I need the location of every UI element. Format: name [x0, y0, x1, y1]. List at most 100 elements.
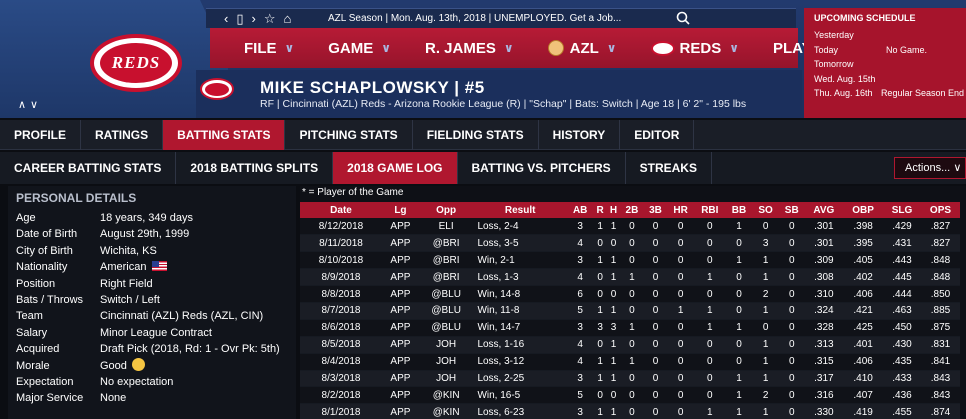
- table-cell: 0: [693, 285, 726, 303]
- column-header[interactable]: Lg: [382, 202, 419, 218]
- table-cell: 0: [693, 386, 726, 405]
- table-row[interactable]: 8/12/2018 APP ELI Loss, 2-4 3 1 1 0 0 0 0 1 0 0.301.3…: [300, 218, 960, 236]
- table-cell: 8/2/2018: [300, 386, 382, 405]
- table-cell: @BLU: [418, 285, 474, 303]
- column-header[interactable]: SO: [752, 202, 779, 218]
- search-icon[interactable]: [676, 11, 690, 25]
- tab-pitching-stats[interactable]: PITCHING STATS: [285, 119, 413, 150]
- team-link[interactable]: Cincinnati (AZL) Reds (AZL, CIN): [100, 310, 264, 323]
- column-header[interactable]: HR: [667, 202, 694, 218]
- table-cell: APP: [382, 353, 419, 371]
- table-row[interactable]: 8/2/2018 APP @KIN Win, 16-5 5 0 0 0 0 0 0 1 2 0.316.4…: [300, 386, 960, 405]
- table-cell: 0: [593, 336, 607, 354]
- chevron-down-icon: ∨: [381, 41, 391, 55]
- table-cell: 0: [778, 285, 805, 303]
- table-cell: 0: [778, 319, 805, 337]
- table-cell: JOH: [418, 370, 474, 388]
- column-header[interactable]: Opp: [418, 202, 474, 218]
- tab-batting-stats[interactable]: BATTING STATS: [163, 119, 286, 150]
- column-header[interactable]: H: [606, 202, 621, 218]
- table-cell: 8/11/2018: [300, 234, 382, 253]
- tab-ratings[interactable]: RATINGS: [81, 119, 164, 150]
- table-row[interactable]: 8/3/2018 APP JOH Loss, 2-25 3 1 1 0 0 0 0 1 1 0.317.4…: [300, 370, 960, 388]
- column-header[interactable]: RBI: [693, 202, 726, 218]
- back-icon[interactable]: ‹: [224, 11, 237, 26]
- game-log-panel: * = Player of the Game Date Lg Opp Result AB…: [300, 186, 966, 419]
- subtab-game-log[interactable]: 2018 GAME LOG: [333, 152, 458, 184]
- table-row[interactable]: 8/7/2018 APP @BLU Win, 11-8 5 1 1 0 0 1 1 0 1 0.324.4…: [300, 302, 960, 320]
- table-cell: 0: [693, 218, 726, 236]
- search-box[interactable]: [668, 11, 788, 27]
- table-cell: JOH: [418, 353, 474, 371]
- collapse-arrows-icon[interactable]: ∧∨: [18, 99, 43, 111]
- chevron-down-icon: ∨: [284, 41, 295, 55]
- schedule-row[interactable]: Wed. Aug. 15th: [814, 73, 876, 84]
- schedule-row[interactable]: Thu. Aug. 16th Regular Season End: [814, 88, 964, 98]
- reds-logo-text: REDS: [111, 53, 161, 72]
- reds-logo[interactable]: REDS: [90, 34, 182, 92]
- table-row[interactable]: 8/9/2018 APP @BRI Loss, 1-3 4 0 1 1 0 0 1 0 1 0.308.4…: [300, 268, 960, 287]
- subtab-career-batting[interactable]: CAREER BATTING STATS: [0, 152, 177, 184]
- table-cell: 0: [593, 386, 607, 405]
- table-row[interactable]: 8/5/2018 APP JOH Loss, 1-16 4 0 1 0 0 0 0 0 1 0.313.4…: [300, 336, 960, 354]
- table-row[interactable]: 8/8/2018 APP @BLU Win, 14-8 6 0 0 0 0 0 0 0 2 0.310.4…: [300, 285, 960, 303]
- table-cell: 0: [778, 234, 805, 253]
- table-cell: Loss, 1-3: [473, 268, 567, 287]
- table-cell: @KIN: [418, 386, 474, 405]
- subtab-streaks[interactable]: STREAKS: [626, 152, 712, 184]
- table-cell: 8/1/2018: [300, 403, 382, 419]
- table-row[interactable]: 8/10/2018 APP @BRI Win, 2-1 3 1 1 0 0 0 0 1 1 0.309.4…: [300, 251, 960, 270]
- schedule-row[interactable]: Yesterday: [814, 30, 854, 40]
- nav-team[interactable]: REDS ∨: [617, 40, 739, 57]
- column-header[interactable]: OPS: [920, 202, 960, 218]
- column-header[interactable]: AB: [566, 202, 594, 218]
- column-header[interactable]: OBP: [843, 202, 884, 218]
- nav-file[interactable]: FILE ∨: [244, 39, 295, 57]
- table-cell: 0: [778, 268, 805, 287]
- table-cell: 0: [643, 302, 668, 320]
- table-row[interactable]: 8/6/2018 APP @BLU Win, 14-7 3 3 3 1 0 0 1 1 0 0.328.4…: [300, 319, 960, 337]
- nav-league[interactable]: AZL ∨: [514, 40, 617, 57]
- actions-dropdown[interactable]: Actions... ∨: [894, 157, 966, 179]
- game-log-table: Date Lg Opp Result AB R H 2B 3B HR RBI BB SO SB AVG OBP…: [300, 202, 960, 419]
- column-header[interactable]: Date: [300, 202, 382, 218]
- home-icon[interactable]: ⌂: [283, 11, 300, 26]
- detail-row: Salary Minor League Contract: [16, 326, 212, 339]
- nav-manager[interactable]: R. JAMES ∨: [425, 39, 514, 57]
- table-cell: 0: [620, 302, 644, 320]
- forward-icon[interactable]: ›: [251, 11, 264, 26]
- nav-game[interactable]: GAME ∨: [328, 39, 391, 57]
- subtab-batting-vs-pitchers[interactable]: BATTING VS. PITCHERS: [458, 152, 626, 184]
- tab-profile[interactable]: PROFILE: [0, 119, 82, 150]
- table-cell: @BLU: [418, 302, 474, 320]
- column-header[interactable]: SB: [778, 202, 805, 218]
- table-cell: 0: [643, 370, 668, 388]
- table-cell: 0: [606, 234, 621, 253]
- table-cell: .443: [883, 251, 921, 270]
- table-row[interactable]: 8/11/2018 APP @BRI Loss, 3-5 4 0 0 0 0 0 0 0 3 0.301.…: [300, 234, 960, 253]
- column-header[interactable]: AVG: [804, 202, 844, 218]
- tab-history[interactable]: HISTORY: [539, 119, 621, 150]
- smiley-icon: [131, 357, 145, 371]
- schedule-row[interactable]: Tomorrow: [814, 59, 854, 69]
- table-cell: 0: [667, 336, 694, 354]
- table-row[interactable]: 8/4/2018 APP JOH Loss, 3-12 4 1 1 1 0 0 0 0 1 0.315.4…: [300, 353, 960, 371]
- column-header[interactable]: 2B: [620, 202, 644, 218]
- tab-fielding-stats[interactable]: FIELDING STATS: [413, 119, 539, 150]
- star-icon[interactable]: ☆: [263, 11, 284, 26]
- column-header[interactable]: BB: [725, 202, 753, 218]
- table-cell: .455: [883, 403, 921, 419]
- schedule-row[interactable]: Today No Game.: [814, 44, 928, 55]
- column-header[interactable]: Result: [473, 202, 567, 218]
- column-header[interactable]: 3B: [643, 202, 668, 218]
- column-header[interactable]: R: [593, 202, 607, 218]
- phone-icon[interactable]: ▯: [236, 11, 252, 26]
- subtab-batting-splits[interactable]: 2018 BATTING SPLITS: [176, 152, 334, 184]
- table-cell: 0: [620, 403, 644, 419]
- table-cell: 8/10/2018: [300, 251, 382, 270]
- table-cell: 0: [643, 251, 668, 270]
- tab-editor[interactable]: EDITOR: [620, 119, 695, 150]
- column-header[interactable]: SLG: [883, 202, 921, 218]
- table-cell: .421: [843, 302, 884, 320]
- table-row[interactable]: 8/1/2018 APP @KIN Loss, 6-23 3 1 1 0 0 0 1 1 1 0.330.…: [300, 403, 960, 419]
